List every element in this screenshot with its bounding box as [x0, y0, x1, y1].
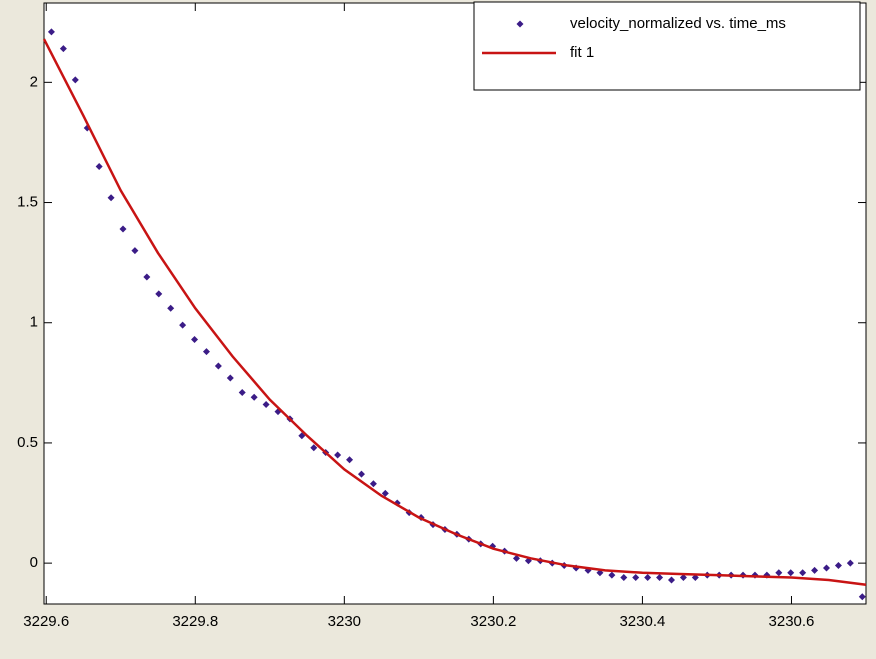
- x-tick-label: 3230.2: [470, 613, 516, 630]
- data-point: [799, 569, 807, 577]
- data-point: [262, 400, 270, 408]
- y-tick-label: 0: [30, 554, 38, 571]
- data-point: [667, 576, 675, 584]
- data-point: [644, 574, 652, 582]
- data-point: [608, 571, 616, 579]
- y-tick-label: 1: [30, 314, 38, 331]
- data-point: [310, 444, 318, 452]
- data-point: [512, 554, 520, 562]
- y-tick-label: 1.5: [17, 194, 38, 211]
- data-point: [119, 225, 127, 233]
- data-point: [620, 574, 628, 582]
- legend-box: [473, 1, 861, 91]
- data-point: [95, 162, 103, 170]
- data-point: [143, 273, 151, 281]
- data-point: [214, 362, 222, 370]
- data-point: [71, 76, 79, 84]
- data-point: [155, 290, 163, 298]
- data-point: [202, 348, 210, 356]
- data-point: [167, 304, 175, 312]
- data-point: [823, 564, 831, 572]
- data-point: [369, 480, 377, 488]
- legend-label: velocity_normalized vs. time_ms: [570, 15, 786, 32]
- data-point: [787, 569, 795, 577]
- data-point: [858, 593, 866, 601]
- y-tick-label: 0.5: [17, 434, 38, 451]
- x-tick-label: 3229.6: [23, 613, 69, 630]
- plot-area: [43, 2, 867, 605]
- data-point: [47, 28, 55, 36]
- data-point: [357, 470, 365, 478]
- data-point: [834, 562, 842, 570]
- data-point: [238, 388, 246, 396]
- data-point: [250, 393, 258, 401]
- data-point: [679, 574, 687, 582]
- data-point: [131, 247, 139, 255]
- data-point: [846, 559, 854, 567]
- x-tick-label: 3229.8: [172, 613, 218, 630]
- data-point: [107, 194, 115, 202]
- data-point: [656, 574, 664, 582]
- data-point: [191, 336, 199, 344]
- data-point: [632, 574, 640, 582]
- x-tick-label: 3230: [328, 613, 361, 630]
- x-tick-label: 3230.6: [769, 613, 815, 630]
- fit-line: [42, 38, 867, 587]
- data-point: [179, 321, 187, 329]
- data-point: [811, 566, 819, 574]
- data-point: [226, 374, 234, 382]
- legend-marker: [516, 20, 524, 28]
- data-point: [381, 489, 389, 497]
- legend-label: fit 1: [570, 44, 594, 61]
- data-point: [59, 45, 67, 53]
- data-point: [691, 574, 699, 582]
- data-point: [334, 451, 342, 459]
- data-point: [346, 456, 354, 464]
- data-point: [775, 569, 783, 577]
- x-tick-label: 3230.4: [619, 613, 665, 630]
- y-tick-label: 2: [30, 73, 38, 90]
